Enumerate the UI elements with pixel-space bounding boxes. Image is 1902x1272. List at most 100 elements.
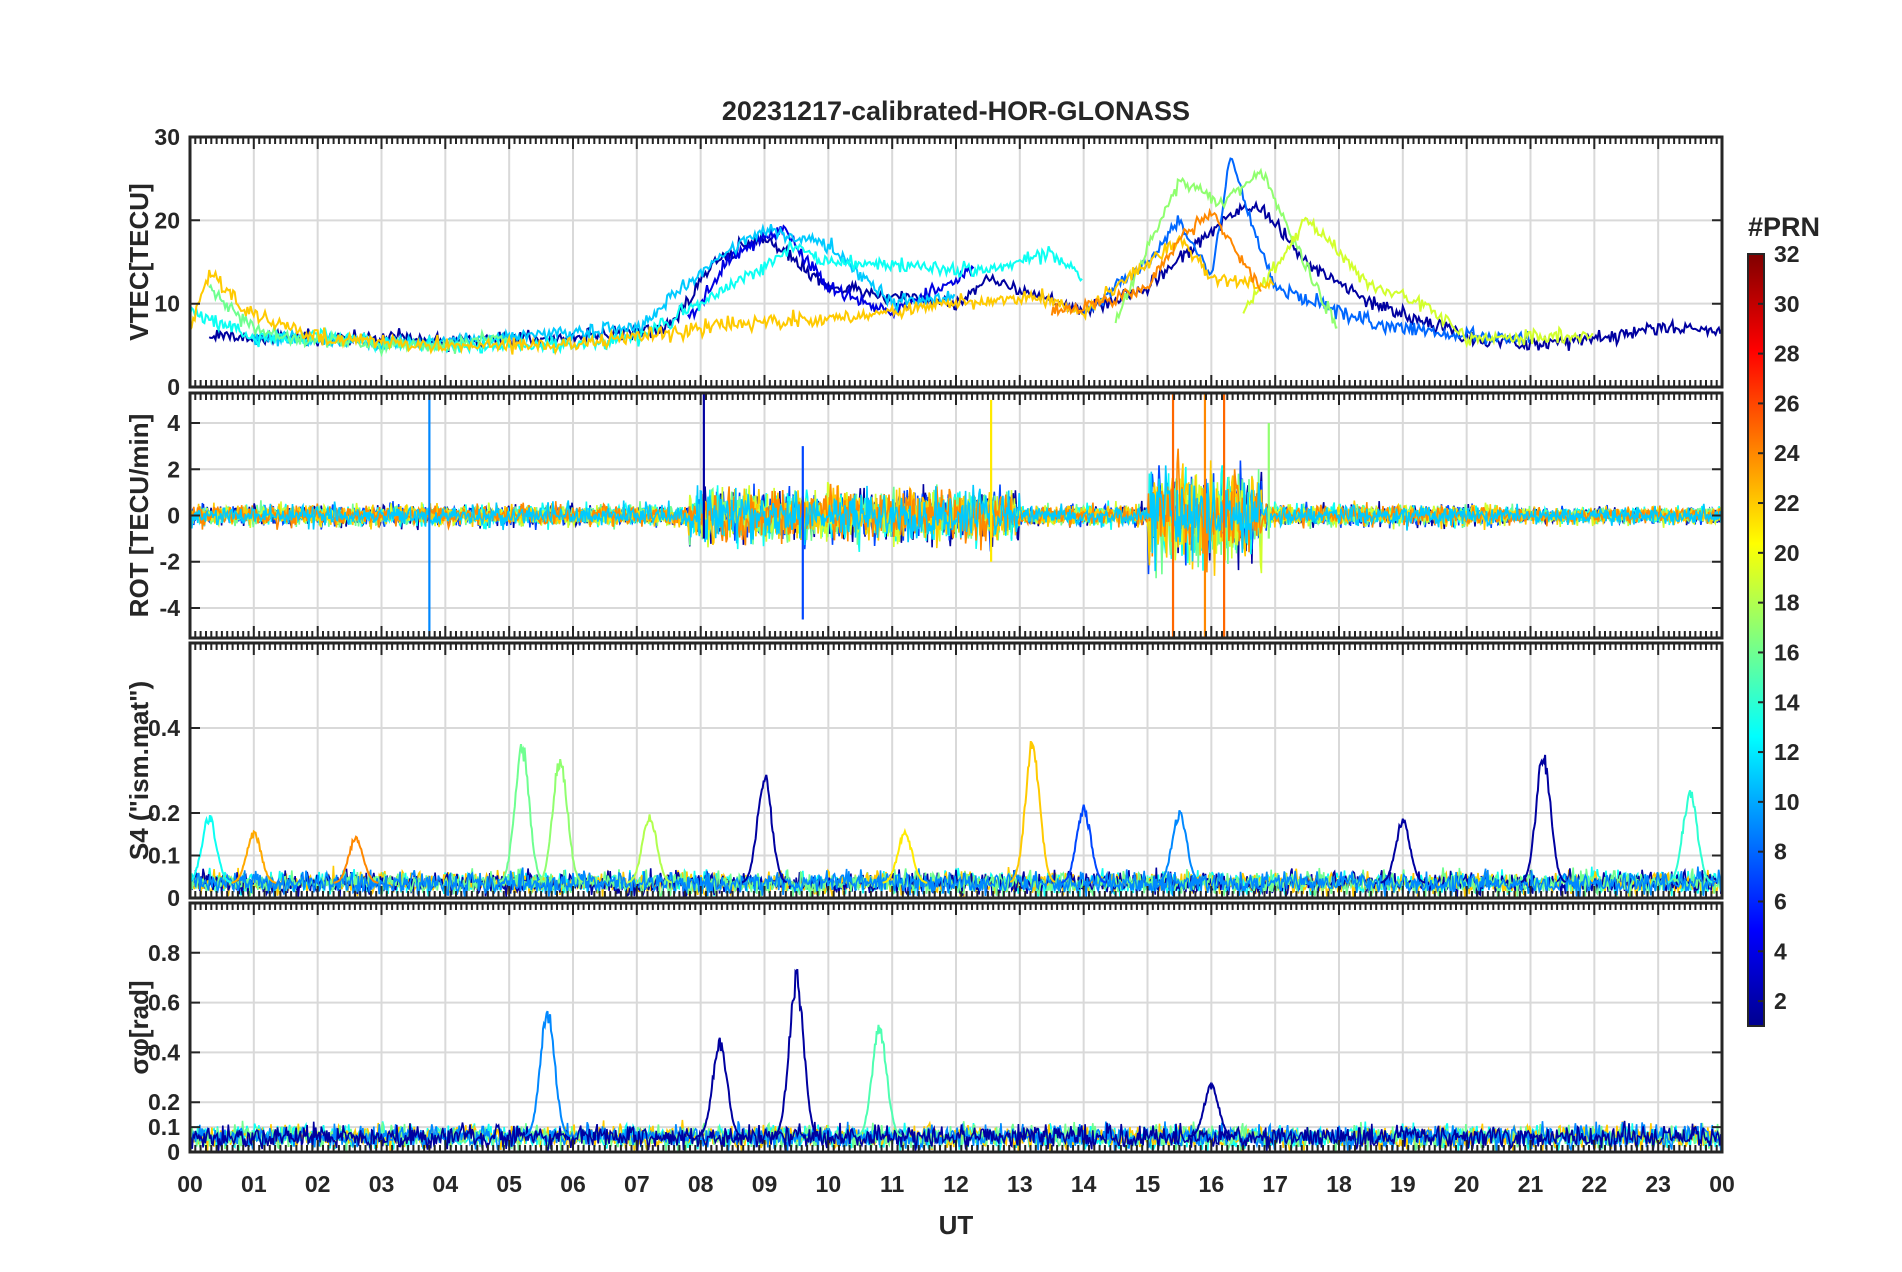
x-tick-label: 07 xyxy=(624,1171,650,1197)
x-tick-label: 11 xyxy=(880,1171,905,1197)
colorbar-title: #PRN xyxy=(1748,212,1820,242)
y-tick-label: 0.2 xyxy=(148,800,180,826)
y-tick-label: 0.8 xyxy=(148,940,180,966)
x-tick-label: 05 xyxy=(496,1171,522,1197)
panel-ticks-sigma_phi xyxy=(189,903,1723,1153)
colorbar-tick-label: 2 xyxy=(1774,988,1787,1014)
colorbar-tick-label: 24 xyxy=(1774,440,1800,466)
peak-prn-21 xyxy=(882,827,928,884)
colorbar-tick-label: 28 xyxy=(1774,341,1800,367)
peak-prn-2 xyxy=(1188,1081,1234,1138)
colorbar-tick-label: 32 xyxy=(1774,241,1800,267)
peak-prn-16 xyxy=(499,743,545,883)
x-tick-label: 10 xyxy=(816,1171,842,1197)
panel-ticks-rot xyxy=(189,393,1723,638)
y-axis-label-vtec: VTEC[TECU] xyxy=(124,183,154,340)
series-line-prn-8 xyxy=(1082,157,1530,345)
x-tick-labels: 00 01 02 03 04 05 06 07 08 09 10 11 12 13 14 15 16 17 18 19… xyxy=(177,1171,1735,1197)
peak-prn-7 xyxy=(1061,804,1107,884)
series-line-prn-22 xyxy=(190,234,1275,356)
x-tick-label: 16 xyxy=(1199,1171,1225,1197)
peak-prn-9 xyxy=(524,1010,571,1137)
x-tick-label: 17 xyxy=(1262,1171,1288,1197)
x-tick-label: 12 xyxy=(943,1171,969,1197)
colorbar-tick-label: 6 xyxy=(1774,888,1787,914)
colorbar-tick-label: 22 xyxy=(1774,490,1800,516)
panel-rot: -4 -2 0 2 4 ROT [TECU/min] xyxy=(124,391,1724,640)
peak-prn-2 xyxy=(773,968,820,1137)
colorbar-tick-label: 4 xyxy=(1774,938,1787,964)
panel-sigma_phi: 00.10.2 0.4 0.6 0.8 σφ[rad] xyxy=(124,901,1724,1165)
series-line-prn-24 xyxy=(1050,207,1262,318)
series-line-prn-17 xyxy=(1114,167,1338,329)
x-tick-label: 01 xyxy=(241,1171,267,1197)
y-tick-label: -4 xyxy=(160,595,181,621)
peak-prn-2 xyxy=(697,1037,743,1138)
series-line-prn-4 xyxy=(687,224,975,321)
x-tick-label: 00 xyxy=(1709,1171,1735,1197)
plot-area-vtec xyxy=(190,157,1722,358)
panel-ticks-vtec xyxy=(189,136,1723,388)
y-tick-label: 30 xyxy=(154,124,180,150)
y-tick-label: 0.6 xyxy=(148,990,180,1016)
y-tick-label: 0 xyxy=(167,885,180,911)
peak-prn-13 xyxy=(190,814,232,884)
peak-prn-2 xyxy=(741,774,788,884)
y-tick-label: 0 xyxy=(167,503,180,529)
x-tick-label: 18 xyxy=(1326,1171,1352,1197)
colorbar-gradient xyxy=(1747,253,1765,1027)
y-tick-label: -2 xyxy=(160,549,180,575)
y-tick-label: 2 xyxy=(167,456,180,482)
y-tick-label: 0.1 xyxy=(148,1114,180,1140)
plot-area-rot xyxy=(190,393,1722,638)
series-line-prn-19 xyxy=(1242,216,1594,349)
x-tick-label: 19 xyxy=(1390,1171,1416,1197)
peak-prn-2 xyxy=(1520,754,1567,884)
y-tick-label: 20 xyxy=(154,207,180,233)
peak-prn-22 xyxy=(1009,740,1056,883)
peak-prn-17 xyxy=(537,758,584,884)
y-axis-label-sigma_phi: σφ[rad] xyxy=(124,980,154,1074)
x-tick-label: 20 xyxy=(1454,1171,1480,1197)
colorbar-tick-label: 30 xyxy=(1774,291,1800,317)
x-tick-label: 14 xyxy=(1071,1171,1097,1197)
y-tick-label: 0 xyxy=(167,374,180,400)
x-tick-label: 09 xyxy=(752,1171,778,1197)
peak-prn-15 xyxy=(856,1024,903,1138)
x-tick-label: 02 xyxy=(305,1171,331,1197)
x-tick-label: 15 xyxy=(1135,1171,1161,1197)
peak-prn-14 xyxy=(1667,790,1713,884)
colorbar-tick-label: 12 xyxy=(1774,739,1800,765)
peak-prn-24 xyxy=(333,835,379,884)
y-tick-label: 0.2 xyxy=(148,1089,180,1115)
y-axis-label-rot: ROT [TECU/min] xyxy=(124,414,154,618)
plot-area-s4 xyxy=(190,740,1722,898)
colorbar-tick-label: 16 xyxy=(1774,639,1800,665)
y-tick-label: 0.4 xyxy=(148,1039,180,1065)
peak-prn-2 xyxy=(1380,818,1426,884)
x-tick-label: 00 xyxy=(177,1171,203,1197)
chart-title: 20231217-calibrated-HOR-GLONASS xyxy=(722,96,1190,126)
panel-ticks-s4 xyxy=(189,643,1723,899)
panel-s4: 0 0.1 0.2 0.4S4 ("ism.mat") xyxy=(124,641,1724,911)
rot-trace-prn-11 xyxy=(190,465,1722,572)
x-axis-label: UT xyxy=(939,1210,974,1240)
colorbar-tick-label: 10 xyxy=(1774,789,1800,815)
y-tick-label: 10 xyxy=(154,291,180,317)
colorbar-tick-label: 20 xyxy=(1774,540,1800,566)
x-tick-label: 06 xyxy=(560,1171,586,1197)
y-tick-label: 0.4 xyxy=(148,715,180,741)
peak-prn-9 xyxy=(1156,810,1203,884)
x-tick-label: 03 xyxy=(369,1171,395,1197)
x-tick-label: 13 xyxy=(1007,1171,1033,1197)
x-tick-label: 21 xyxy=(1518,1171,1544,1197)
panel-vtec: 0 10 20 30 VTEC[TECU] xyxy=(124,124,1724,400)
x-tick-label: 04 xyxy=(433,1171,459,1197)
peak-prn-18 xyxy=(627,814,673,884)
y-tick-label: 0.1 xyxy=(148,843,180,869)
x-tick-label: 22 xyxy=(1582,1171,1608,1197)
